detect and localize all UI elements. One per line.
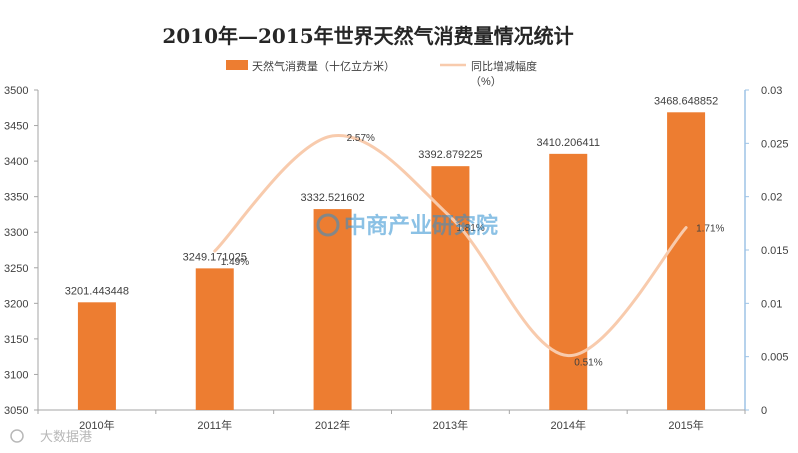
- bar-data-label: 3249.171025: [183, 251, 247, 263]
- bar-data-label: 3201.443448: [65, 285, 129, 297]
- legend-label-bar: 天然气消费量（十亿立方米）: [252, 59, 395, 73]
- x-tick-label: 2015年: [668, 418, 703, 432]
- line-series: [213, 134, 688, 358]
- watermark: 中商产业研究院 大数据港: [10, 213, 498, 444]
- watermark-logo-icon: [316, 213, 340, 237]
- left-tick-label: 3450: [4, 121, 28, 133]
- line-data-label: 2.57%: [347, 133, 375, 144]
- right-tick-label: 0.005: [761, 352, 789, 364]
- legend-label-line: 同比增减幅度: [471, 59, 537, 73]
- bar: [313, 209, 352, 410]
- growth-line: [213, 134, 688, 358]
- corner-logo-icon: [10, 429, 24, 443]
- legend: 天然气消费量（十亿立方米） 同比增减幅度 （%）: [226, 59, 537, 88]
- bar: [195, 268, 234, 410]
- left-tick-label: 3100: [4, 369, 28, 381]
- watermark-text: 中商产业研究院: [344, 213, 498, 238]
- right-tick-label: 0.015: [761, 245, 789, 257]
- left-tick-label: 3200: [4, 298, 28, 310]
- x-tick-label: 2013年: [433, 418, 468, 432]
- bar-data-label: 3468.648852: [654, 95, 718, 107]
- bars: [77, 112, 706, 411]
- x-tick-label: 2012年: [315, 418, 350, 432]
- legend-swatch-bar: [226, 60, 248, 70]
- bar: [77, 302, 116, 410]
- data-labels: 3201.443448 3249.171025 3332.521602 3392.87…: [65, 95, 725, 368]
- bar-data-label: 3332.521602: [300, 192, 364, 204]
- x-tick-label: 2010年: [79, 418, 114, 432]
- right-tick-label: 0.01: [761, 298, 782, 310]
- right-tick-label: 0.025: [761, 138, 789, 150]
- left-tick-label: 3400: [4, 156, 28, 168]
- left-tick-label: 3250: [4, 263, 28, 275]
- legend-label-line-unit: （%）: [470, 75, 502, 88]
- left-tick-label: 3050: [4, 405, 28, 417]
- bar: [549, 153, 588, 411]
- right-tick-label: 0.02: [761, 192, 782, 204]
- x-tick-label: 2011年: [197, 418, 232, 432]
- left-tick-label: 3500: [4, 85, 28, 97]
- left-tick-label: 3350: [4, 192, 28, 204]
- right-tick-label: 0: [761, 405, 767, 417]
- right-tick-label: 0.03: [761, 85, 782, 97]
- left-tick-label: 3300: [4, 227, 28, 239]
- left-tick-label: 3150: [4, 334, 28, 346]
- line-data-label: 1.81%: [456, 223, 484, 234]
- x-tick-label: 2014年: [551, 418, 586, 432]
- line-data-label: 0.51%: [574, 358, 602, 369]
- bar-data-label: 3410.206411: [537, 137, 600, 149]
- bar: [667, 112, 706, 410]
- axes: 3050 3100 3150 3200 3250 3300 3350 3400 3450 3500…: [4, 85, 789, 432]
- corner-watermark-text: 大数据港: [40, 429, 92, 444]
- line-data-label: 1.49%: [221, 257, 249, 268]
- chart-title: 2010年—2015年世界天然气消费量情况统计: [162, 24, 573, 48]
- bar-data-label: 3392.879225: [418, 149, 482, 161]
- line-data-label: 1.71%: [696, 224, 724, 235]
